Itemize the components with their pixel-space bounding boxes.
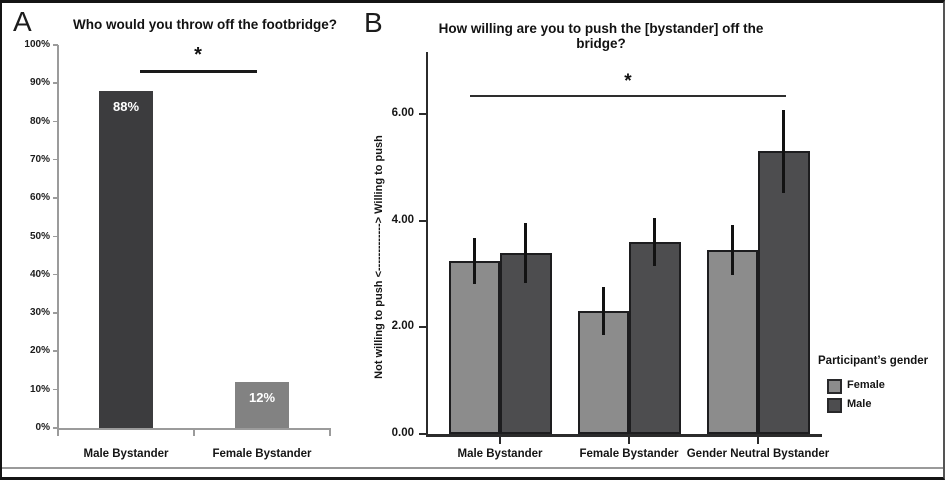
panel-b-y-tick	[419, 219, 426, 222]
panel-a-y-tick-label: 10%	[29, 383, 50, 395]
panel-a-y-tick	[53, 427, 58, 429]
panel-a-y-tick-label: 30%	[29, 307, 50, 319]
panel-b-category-label-female-bystander: Female Bystander	[579, 448, 679, 460]
error-bar-gender-neutral-bystander-male	[782, 109, 785, 193]
panel-a-y-tick	[53, 197, 58, 199]
error-bar-female-bystander-female	[602, 287, 605, 336]
panel-b-category-label-male-bystander: Male Bystander	[457, 448, 543, 460]
panel-a-category-label-male-bystander: Male Bystander	[83, 448, 169, 460]
panel-a-x-tick	[57, 428, 59, 436]
panel-b-letter: B	[364, 7, 383, 38]
panel-a-y-tick	[53, 235, 58, 237]
panel-a-y-tick-label: 60%	[29, 192, 50, 204]
panel-b-x-tick	[757, 436, 759, 444]
panel-a-y-tick	[53, 350, 58, 352]
figure-bottom-rule	[0, 467, 945, 469]
panel-b-y-tick	[419, 113, 426, 115]
bar-a-value-label-male-bystander: 88%	[112, 98, 140, 114]
panel-a-y-tick	[53, 158, 58, 161]
panel-a-y-tick-label: 0%	[35, 422, 50, 433]
panel-a-y-tick-label: 90%	[29, 77, 50, 89]
panel-a-y-tick-label: 70%	[29, 153, 50, 165]
panel-a-x-tick	[329, 428, 331, 436]
panel-a-x-tick	[193, 428, 195, 436]
error-bar-gender-neutral-bystander-female	[731, 224, 734, 276]
panel-a-y-tick	[53, 273, 58, 276]
panel-a-y-tick-label: 50%	[29, 230, 50, 242]
error-bar-female-bystander-male	[653, 218, 656, 266]
bar-a-male-bystander	[99, 90, 153, 428]
error-bar-male-bystander-male	[524, 222, 527, 283]
panel-a-y-tick	[53, 312, 58, 314]
panel-b-y-tick-label: 0.00	[391, 427, 414, 439]
legend-label-male: Male	[847, 398, 872, 410]
panel-b-y-axis-label: Not willing to push <-------------> Will…	[373, 135, 385, 379]
legend-title: Participant’s gender	[818, 355, 929, 367]
panel-a-y-tick	[53, 120, 58, 123]
panel-b-y-tick	[419, 433, 426, 435]
panel-a-letter: A	[13, 6, 32, 37]
legend-label-female: Female	[847, 379, 885, 391]
panel-b-y-tick-label: 4.00	[391, 213, 414, 226]
panel-a-y-tick-label: 20%	[29, 345, 50, 357]
panel-b-y-tick	[419, 326, 426, 329]
panel-b-y-tick-label: 6.00	[391, 107, 414, 119]
panel-b-x-axis	[426, 434, 822, 437]
legend-swatch-male-icon	[827, 398, 842, 413]
panel-a-y-tick	[53, 388, 58, 391]
bar-b-female-bystander-male	[629, 242, 681, 434]
panel-b-significance-line	[470, 95, 786, 97]
panel-b-category-label-gender-neutral-bystander: Gender Neutral Bystander	[686, 448, 830, 460]
panel-b-x-tick	[499, 436, 501, 444]
panel-a-significance-star: *	[194, 44, 202, 66]
bar-b-male-bystander-female	[449, 260, 500, 434]
panel-a-y-axis	[57, 45, 59, 430]
bar-a-female-bystander	[235, 382, 289, 428]
panel-a-y-tick-label: 100%	[24, 39, 50, 50]
panel-b-x-tick	[628, 436, 630, 444]
bar-a-value-label-female-bystander: 12%	[248, 390, 276, 406]
legend-swatch-female-icon	[827, 379, 842, 394]
bar-b-gender-neutral-bystander-male	[758, 151, 810, 434]
panel-a-y-tick	[53, 44, 58, 46]
panel-a-y-tick-label: 80%	[29, 115, 50, 127]
panel-b-y-axis	[426, 52, 428, 436]
panel-b-y-tick-label: 2.00	[391, 320, 414, 333]
panel-a-y-tick	[53, 82, 58, 84]
panel-b-significance-star: *	[624, 71, 632, 92]
bar-b-gender-neutral-bystander-female	[707, 250, 758, 434]
panel-a-y-tick-label: 40%	[29, 268, 50, 280]
panel-a-category-label-female-bystander: Female Bystander	[212, 448, 312, 460]
panel-b-title: How willing are you to push the [bystand…	[438, 21, 764, 51]
error-bar-male-bystander-female	[473, 237, 476, 284]
panel-a-significance-line	[140, 70, 257, 73]
panel-a-title: Who would you throw off the footbridge?	[73, 17, 337, 32]
